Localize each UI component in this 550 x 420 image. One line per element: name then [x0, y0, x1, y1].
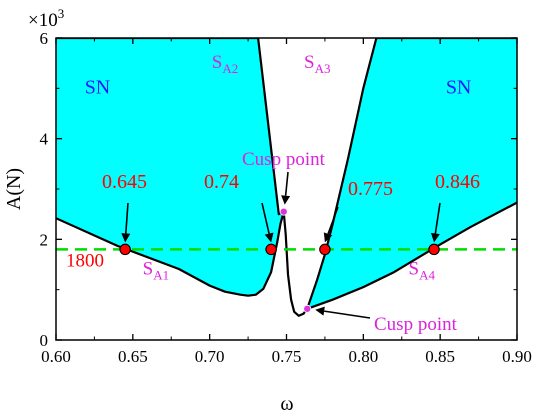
x-tick-label: 0.80 [348, 347, 378, 366]
value-arrow-head [264, 232, 274, 243]
value-arrow-shaft [327, 206, 339, 235]
cusp-point [303, 304, 312, 313]
curve-connector [282, 211, 309, 317]
value-arrow-shaft [125, 202, 129, 234]
cusp-arrow-head [315, 306, 325, 316]
curve-sa4 [306, 201, 517, 310]
x-tick-label: 0.65 [118, 347, 148, 366]
curve-label: SA2 [212, 52, 238, 76]
value-arrow-head [121, 233, 131, 243]
x-tick-label: 0.70 [195, 347, 225, 366]
region-label: SN [446, 76, 472, 98]
left-region-fill [56, 38, 284, 296]
intersection-point [428, 243, 440, 256]
cusp-arrow-shaft [324, 310, 371, 319]
intersection-point [319, 243, 331, 256]
value-arrow-shaft [434, 202, 441, 234]
x-tick-label: 0.85 [425, 347, 455, 366]
cusp-arrow-head [281, 195, 291, 205]
annotations: 0.645 0.74 0.775 0.846 Cusp point Cusp point 1… [66, 52, 480, 335]
y-tick-label: 4 [40, 130, 49, 149]
intersection-point [119, 243, 131, 256]
curve-label: SA4 [408, 259, 435, 283]
x-tick-label: 0.60 [41, 347, 71, 366]
dashed-line-label: 1800 [66, 250, 104, 271]
annotation-arrows [121, 171, 441, 319]
curve-sa1 [56, 211, 285, 297]
y-tick-label: 0 [40, 331, 49, 350]
cusp-arrow-shaft [284, 171, 289, 196]
value-arrow-shaft [261, 202, 270, 234]
cusp-label: Cusp point [242, 149, 326, 170]
value-label: 0.775 [348, 178, 393, 200]
curve-label: SA3 [304, 52, 330, 76]
curve-label: SA1 [143, 259, 169, 283]
markers [119, 207, 440, 313]
y-tick-label: 2 [40, 230, 49, 249]
region-label: SN [85, 76, 111, 98]
y-multiplier: ×103 [28, 6, 64, 31]
cusp-label: Cusp point [374, 314, 458, 335]
x-tick-label: 0.75 [272, 347, 302, 366]
value-label: 0.645 [102, 171, 147, 193]
axis-ticks: 0.60 0.65 0.70 0.75 0.80 0.85 0.90 0 2 4 6 [40, 29, 532, 366]
cusp-point [279, 207, 288, 216]
intersection-point [265, 243, 277, 256]
value-arrow-head [430, 232, 440, 243]
y-axis-label: A(N) [3, 168, 25, 210]
curve-sa3 [306, 38, 517, 310]
value-label: 0.74 [204, 171, 239, 193]
value-label: 0.846 [435, 171, 480, 193]
value-arrow-head [323, 232, 333, 243]
y-tick-label: 6 [40, 29, 49, 48]
x-axis-label: ω [280, 393, 293, 415]
x-tick-label: 0.90 [502, 347, 532, 366]
